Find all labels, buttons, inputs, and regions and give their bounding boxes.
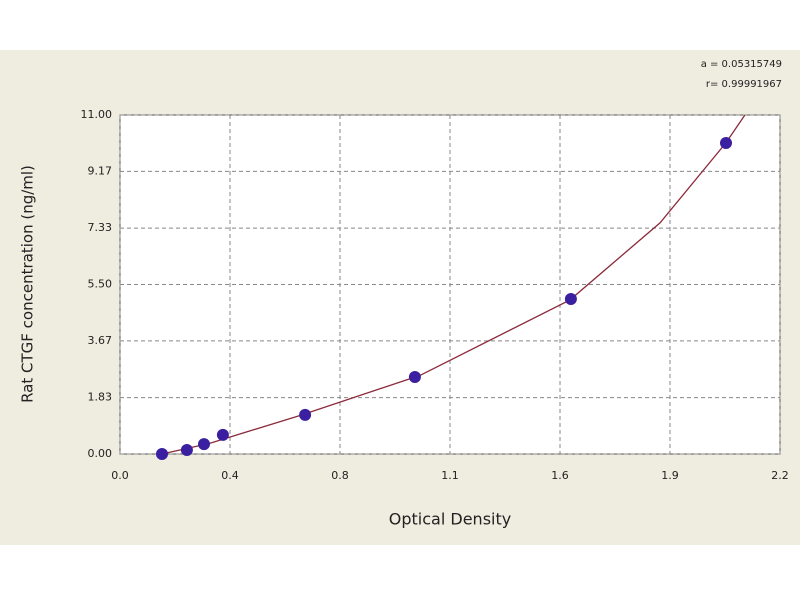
y-tick-label: 3.67 bbox=[88, 334, 113, 347]
y-tick-label: 0.00 bbox=[88, 447, 113, 460]
x-tick-label: 0.4 bbox=[221, 469, 239, 482]
x-axis-label: Optical Density bbox=[389, 510, 511, 529]
x-tick-label: 1.1 bbox=[441, 469, 459, 482]
x-tick-label: 0.0 bbox=[111, 469, 129, 482]
y-tick-label: 7.33 bbox=[88, 221, 113, 234]
annotation: a = 0.05315749 bbox=[701, 59, 782, 70]
data-point bbox=[156, 448, 168, 460]
data-point bbox=[720, 137, 732, 150]
y-tick-label: 9.17 bbox=[88, 164, 113, 177]
data-point bbox=[216, 428, 229, 441]
x-tick-label: 1.6 bbox=[551, 469, 569, 482]
data-point bbox=[198, 438, 210, 451]
y-tick-label: 5.50 bbox=[88, 278, 113, 291]
x-tick-label: 0.8 bbox=[331, 469, 349, 482]
annotation: r= 0.99991967 bbox=[706, 79, 782, 90]
y-axis-label: Rat CTGF concentration (ng/ml) bbox=[19, 165, 37, 403]
x-tick-label: 2.2 bbox=[771, 469, 789, 482]
data-point bbox=[180, 443, 193, 456]
data-point bbox=[408, 370, 421, 383]
y-tick-label: 11.00 bbox=[81, 108, 113, 121]
data-point bbox=[299, 408, 312, 421]
y-tick-label: 1.83 bbox=[88, 391, 113, 404]
x-tick-label: 1.9 bbox=[661, 469, 679, 482]
data-point bbox=[564, 292, 577, 305]
